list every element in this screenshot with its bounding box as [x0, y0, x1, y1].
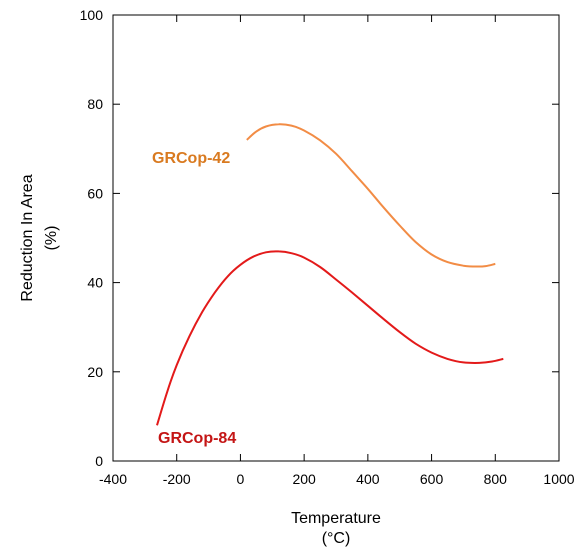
series-line-grcop-84	[156, 250, 504, 426]
y-tick-label: 60	[87, 185, 103, 201]
y-tick-label: 20	[87, 364, 103, 380]
y-axis-unit: (%)	[43, 226, 60, 251]
x-tick-label: 1000	[543, 471, 574, 487]
y-axis-label: Reduction In Area	[19, 174, 36, 301]
y-axis-title: Reduction In Area (%)	[19, 174, 60, 301]
series-label-grcop-42: GRCop-42	[152, 150, 230, 167]
series-group	[156, 123, 504, 426]
y-tick-label: 100	[80, 7, 104, 23]
axis-ticks: -400 -200 0 200 400 600 800 1000 0 20 40 60 80 100	[80, 7, 575, 487]
x-tick-label: 800	[484, 471, 508, 487]
x-tick-label: 600	[420, 471, 444, 487]
y-tick-label: 80	[87, 96, 103, 112]
series-line-grcop-42	[246, 123, 496, 268]
y-tick-label: 0	[95, 453, 103, 469]
x-tick-label: -200	[163, 471, 191, 487]
x-axis-label: Temperature	[291, 510, 381, 527]
x-tick-label: -400	[99, 471, 127, 487]
x-tick-label: 400	[356, 471, 380, 487]
x-tick-label: 200	[292, 471, 316, 487]
x-axis-unit: (°C)	[322, 530, 351, 547]
x-tick-label: 0	[237, 471, 245, 487]
plot-frame	[112, 14, 560, 462]
y-tick-label: 40	[87, 275, 103, 291]
series-label-grcop-84: GRCop-84	[158, 430, 236, 447]
